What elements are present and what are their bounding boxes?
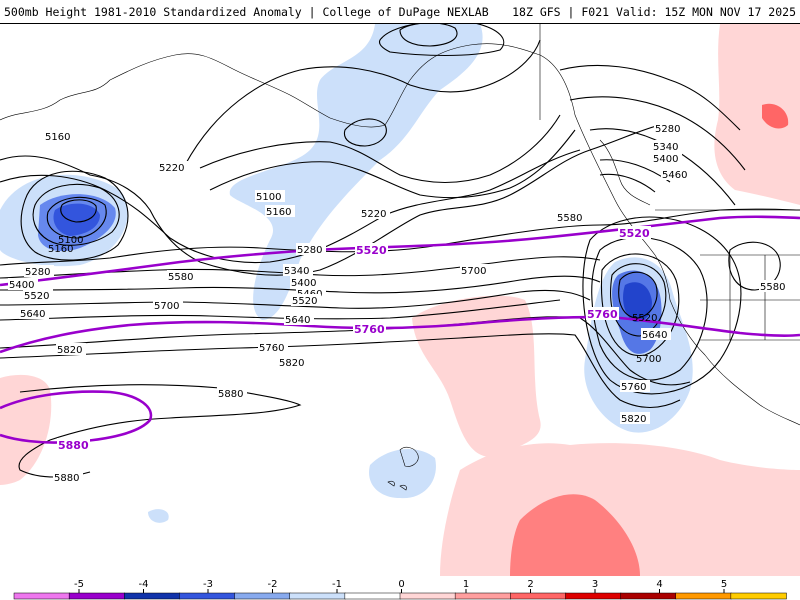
label-5340-center: 5340 — [284, 266, 309, 277]
label-5760-center: 5760 — [259, 343, 284, 354]
label-5580-far-east: 5580 — [760, 282, 785, 293]
label-5280-east: 5280 — [655, 124, 680, 135]
model-valid-time: 18Z GFS | F021 Valid: 15Z MON NOV 17 202… — [512, 5, 796, 19]
colorbar-ticks: -5 -4 -3 -2 -1 0 1 2 3 4 5 — [74, 579, 727, 593]
purple-label-5520-center: 5520 — [356, 244, 387, 257]
label-5220-nw: 5220 — [159, 163, 184, 174]
contour-5760 — [0, 315, 800, 354]
label-5400-center: 5400 — [291, 278, 316, 289]
pos2-anomaly-canada — [762, 103, 789, 129]
colorbar-tick-label: 3 — [592, 579, 598, 590]
label-5820-west: 5820 — [57, 345, 82, 356]
neg-anomaly-bering — [229, 24, 483, 320]
colorbar-tick-label: -2 — [268, 579, 278, 590]
label-5880-sw: 5880 — [54, 473, 79, 484]
colorbar-segment — [399, 592, 456, 600]
label-5640-west: 5640 — [20, 309, 45, 320]
label-5100-low: 5100 — [58, 235, 83, 246]
colorbar-tick-label: -4 — [139, 579, 149, 590]
colorbar-segment — [179, 592, 236, 600]
label-5400-east: 5400 — [653, 154, 678, 165]
label-5340-east: 5340 — [653, 142, 678, 153]
label-5880-center: 5880 — [218, 389, 243, 400]
label-5520-west: 5520 — [24, 291, 49, 302]
colorbar-segment — [730, 592, 787, 600]
label-5280-west: 5280 — [25, 267, 50, 278]
purple-label-5760-east: 5760 — [587, 308, 618, 321]
anomaly-map: 5160 5220 5100 5160 5220 5280 5340 5400 … — [0, 24, 800, 576]
colorbar-tick-label: -5 — [74, 579, 84, 590]
neg3-anomaly-california — [623, 282, 652, 322]
label-5760-low-east: 5760 — [621, 382, 646, 393]
label-5160-center: 5160 — [266, 207, 291, 218]
label-5160-low: 5160 — [48, 244, 73, 255]
label-5640-low-east: 5640 — [642, 330, 667, 341]
colorbar-segments — [13, 592, 787, 600]
purple-label-5520-east: 5520 — [619, 227, 650, 240]
colorbar-segment — [289, 592, 346, 600]
header-bar: 500mb Height 1981-2010 Standardized Anom… — [0, 0, 800, 24]
contour-labels: 5160 5220 5100 5160 5220 5280 5340 5400 … — [8, 122, 789, 484]
label-5820-low-east: 5820 — [621, 414, 646, 425]
label-5460-east: 5460 — [662, 170, 687, 181]
label-5700-east: 5700 — [461, 266, 486, 277]
map-title: 500mb Height 1981-2010 Standardized Anom… — [4, 5, 489, 19]
colorbar-tick-label: 1 — [463, 579, 469, 590]
label-5520-center: 5520 — [292, 296, 317, 307]
purple-contours — [0, 215, 800, 444]
pos-anomaly-canada — [714, 24, 800, 205]
colorbar-segment — [454, 592, 512, 600]
neg3-anomaly-west-pacific — [53, 203, 100, 236]
anomaly-shading — [0, 24, 800, 576]
label-5580-west: 5580 — [168, 272, 193, 283]
label-5820-center: 5820 — [279, 358, 304, 369]
colorbar-segment — [565, 592, 622, 600]
colorbar-tick-label: -3 — [203, 579, 213, 590]
anomaly-colorbar: -5 -4 -3 -2 -1 0 1 2 3 4 5 — [0, 576, 800, 600]
label-5220-center: 5220 — [361, 209, 386, 220]
pos2-anomaly-subtropics — [510, 494, 640, 576]
colorbar-segment — [234, 592, 291, 600]
pos-anomaly-central-pacific — [412, 295, 541, 457]
neg-anomaly-small — [148, 509, 169, 523]
label-5700-low-east: 5700 — [636, 354, 661, 365]
label-5700-west: 5700 — [154, 301, 179, 312]
colorbar-segment — [675, 592, 732, 600]
colorbar-tick-label: -1 — [332, 579, 342, 590]
label-5160-nw: 5160 — [45, 132, 70, 143]
colorbar-segment — [344, 592, 401, 600]
colorbar-segment — [13, 592, 70, 600]
label-5640-center: 5640 — [285, 315, 310, 326]
coastlines — [0, 24, 800, 491]
colorbar-tick-label: 0 — [398, 579, 404, 590]
purple-label-5760-center: 5760 — [354, 323, 385, 336]
label-5280-center: 5280 — [297, 245, 322, 256]
label-5400-west: 5400 — [9, 280, 34, 291]
purple-label-5880: 5880 — [58, 439, 89, 452]
label-5580-east: 5580 — [557, 213, 582, 224]
colorbar-tick-label: 2 — [527, 579, 533, 590]
contour-5520 — [0, 215, 800, 287]
contour-5880 — [0, 390, 153, 444]
colorbar-tick-label: 4 — [656, 579, 662, 590]
purple-contour-labels: 5520 5520 5760 5760 5880 — [57, 226, 651, 452]
label-5100-center: 5100 — [256, 192, 281, 203]
neg-anomaly-hawaii — [369, 448, 436, 499]
colorbar-segment — [510, 592, 567, 600]
colorbar-tick-label: 5 — [721, 579, 727, 590]
colorbar-segment — [68, 592, 126, 600]
colorbar-segment — [620, 592, 677, 600]
label-5520-low-east: 5520 — [632, 313, 657, 324]
colorbar-segment — [124, 592, 181, 600]
